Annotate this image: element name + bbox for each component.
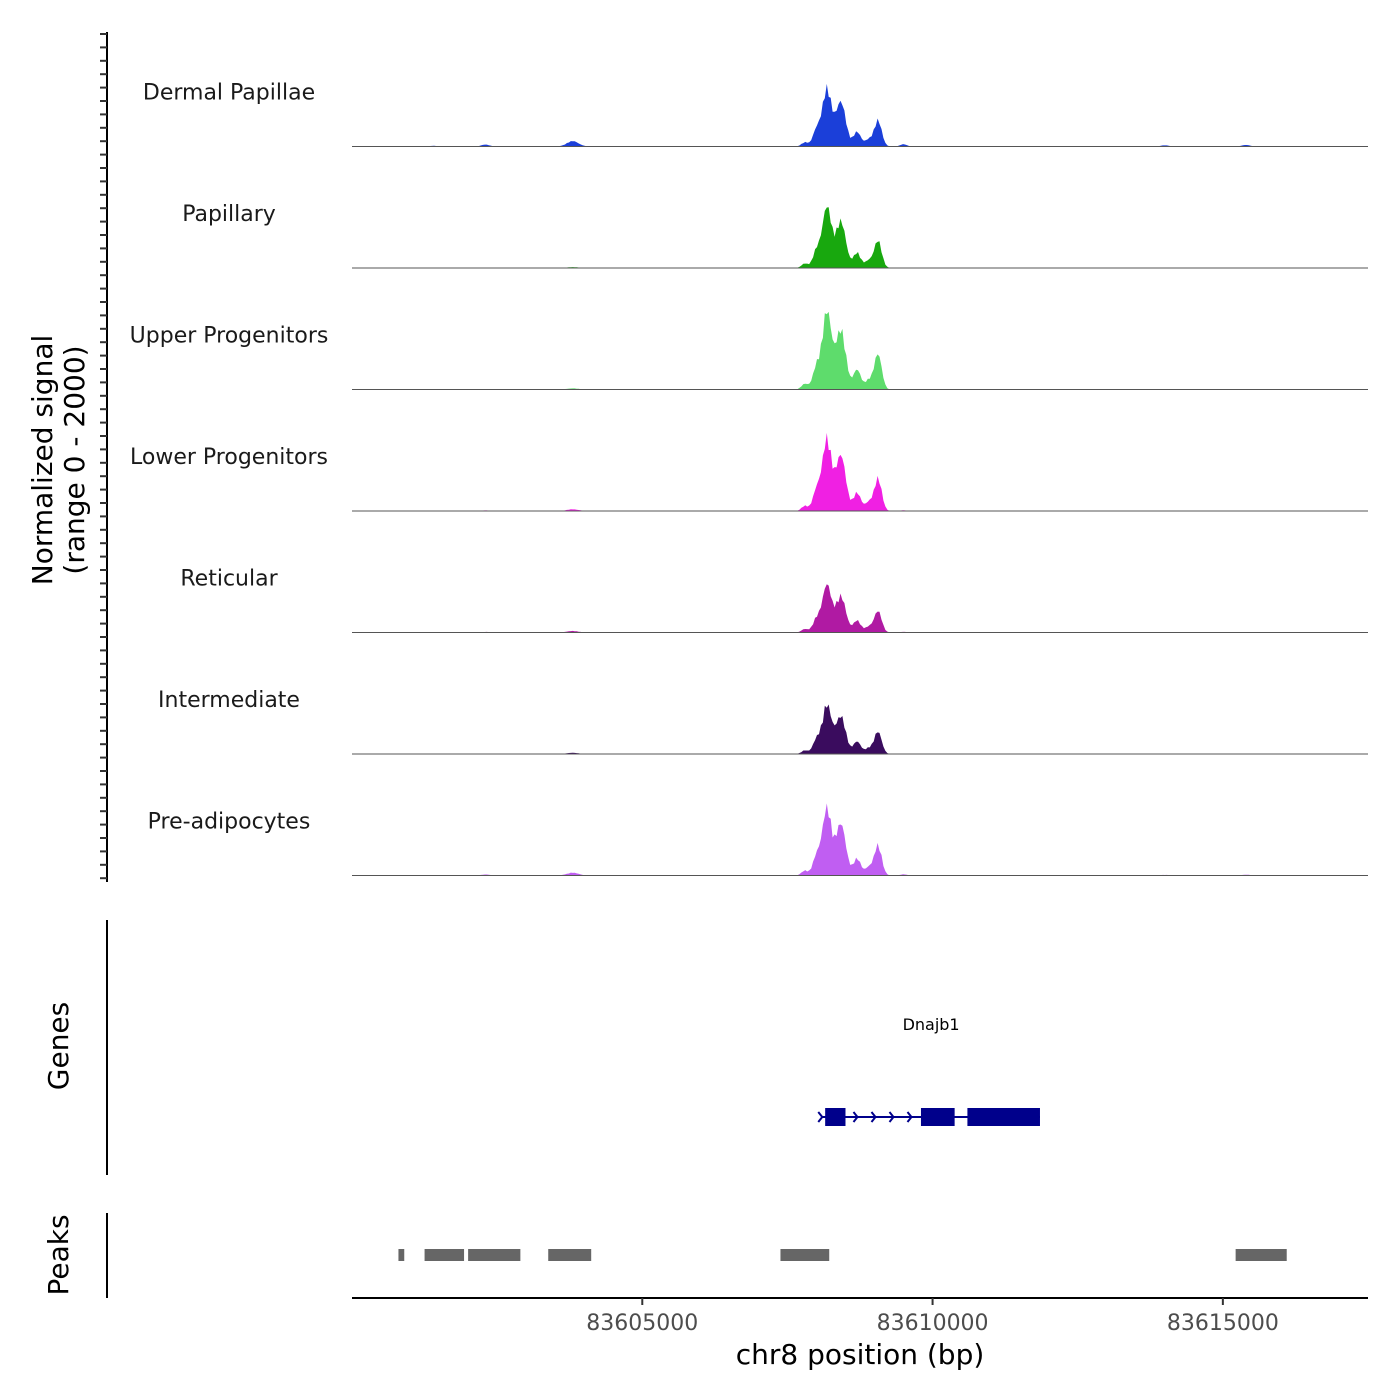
track-papillary: Papillary — [182, 202, 1368, 269]
gene-model-dnajb1 — [817, 1108, 1040, 1126]
track-lower-progenitors: Lower Progenitors — [130, 432, 1368, 512]
gene-exon — [967, 1108, 1040, 1126]
signal-panel: Dermal Papillae Papillary Upper Progenitor… — [26, 32, 1368, 882]
x-axis-ticks: 83605000 83610000 83615000 — [586, 1298, 1279, 1336]
signal-area — [352, 704, 1368, 754]
gene-name-label: Dnajb1 — [903, 1015, 960, 1034]
signal-y-ticks — [100, 33, 107, 880]
gene-exon — [920, 1108, 955, 1126]
x-tick-label: 83605000 — [586, 1311, 698, 1336]
strand-arrow-icon — [817, 1111, 824, 1123]
genes-panel-title: Genes — [42, 1002, 75, 1090]
peak-region — [1235, 1249, 1287, 1261]
signal-area — [352, 584, 1368, 633]
peak-region — [548, 1249, 592, 1261]
peak-region — [424, 1249, 465, 1261]
x-axis: 83605000 83610000 83615000 chr8 position (… — [352, 1297, 1368, 1371]
track-label: Intermediate — [158, 688, 300, 713]
strand-arrow-icon — [852, 1111, 859, 1123]
signal-area — [352, 311, 1368, 390]
strand-arrow-icon — [906, 1111, 913, 1123]
signal-area — [352, 803, 1368, 876]
track-intermediate: Intermediate — [158, 688, 1368, 755]
track-reticular: Reticular — [180, 567, 1368, 633]
signal-area — [352, 432, 1368, 511]
y-axis-range-label: (range 0 - 2000) — [58, 345, 91, 574]
strand-arrow-icon — [870, 1111, 877, 1123]
track-label: Reticular — [180, 567, 278, 592]
peak-region — [780, 1249, 830, 1261]
signal-tracks: Dermal Papillae Papillary Upper Progenitor… — [130, 81, 1368, 876]
x-tick-label: 83610000 — [877, 1311, 989, 1336]
signal-area — [352, 207, 1368, 268]
strand-arrow-icon — [888, 1111, 895, 1123]
track-label: Papillary — [182, 202, 276, 227]
y-axis-title: Normalized signal — [26, 335, 59, 586]
peak-region — [468, 1249, 521, 1261]
track-pre-adipocytes: Pre-adipocytes — [148, 803, 1368, 876]
x-axis-title: chr8 position (bp) — [736, 1338, 985, 1371]
track-dermal-papillae: Dermal Papillae — [143, 81, 1368, 147]
track-upper-progenitors: Upper Progenitors — [130, 311, 1368, 390]
genes-panel: Genes Dnajb1 — [42, 920, 1040, 1175]
gene-exon — [825, 1108, 846, 1126]
peaks-panel-title: Peaks — [42, 1214, 75, 1295]
track-label: Pre-adipocytes — [148, 810, 311, 835]
track-label: Upper Progenitors — [130, 324, 329, 349]
peak-bars — [398, 1249, 1287, 1261]
track-label: Dermal Papillae — [143, 81, 315, 106]
peaks-panel: Peaks — [42, 1213, 1287, 1298]
track-label: Lower Progenitors — [130, 445, 328, 470]
x-tick-label: 83615000 — [1167, 1311, 1279, 1336]
peak-region — [398, 1249, 405, 1261]
signal-area — [352, 83, 1368, 147]
